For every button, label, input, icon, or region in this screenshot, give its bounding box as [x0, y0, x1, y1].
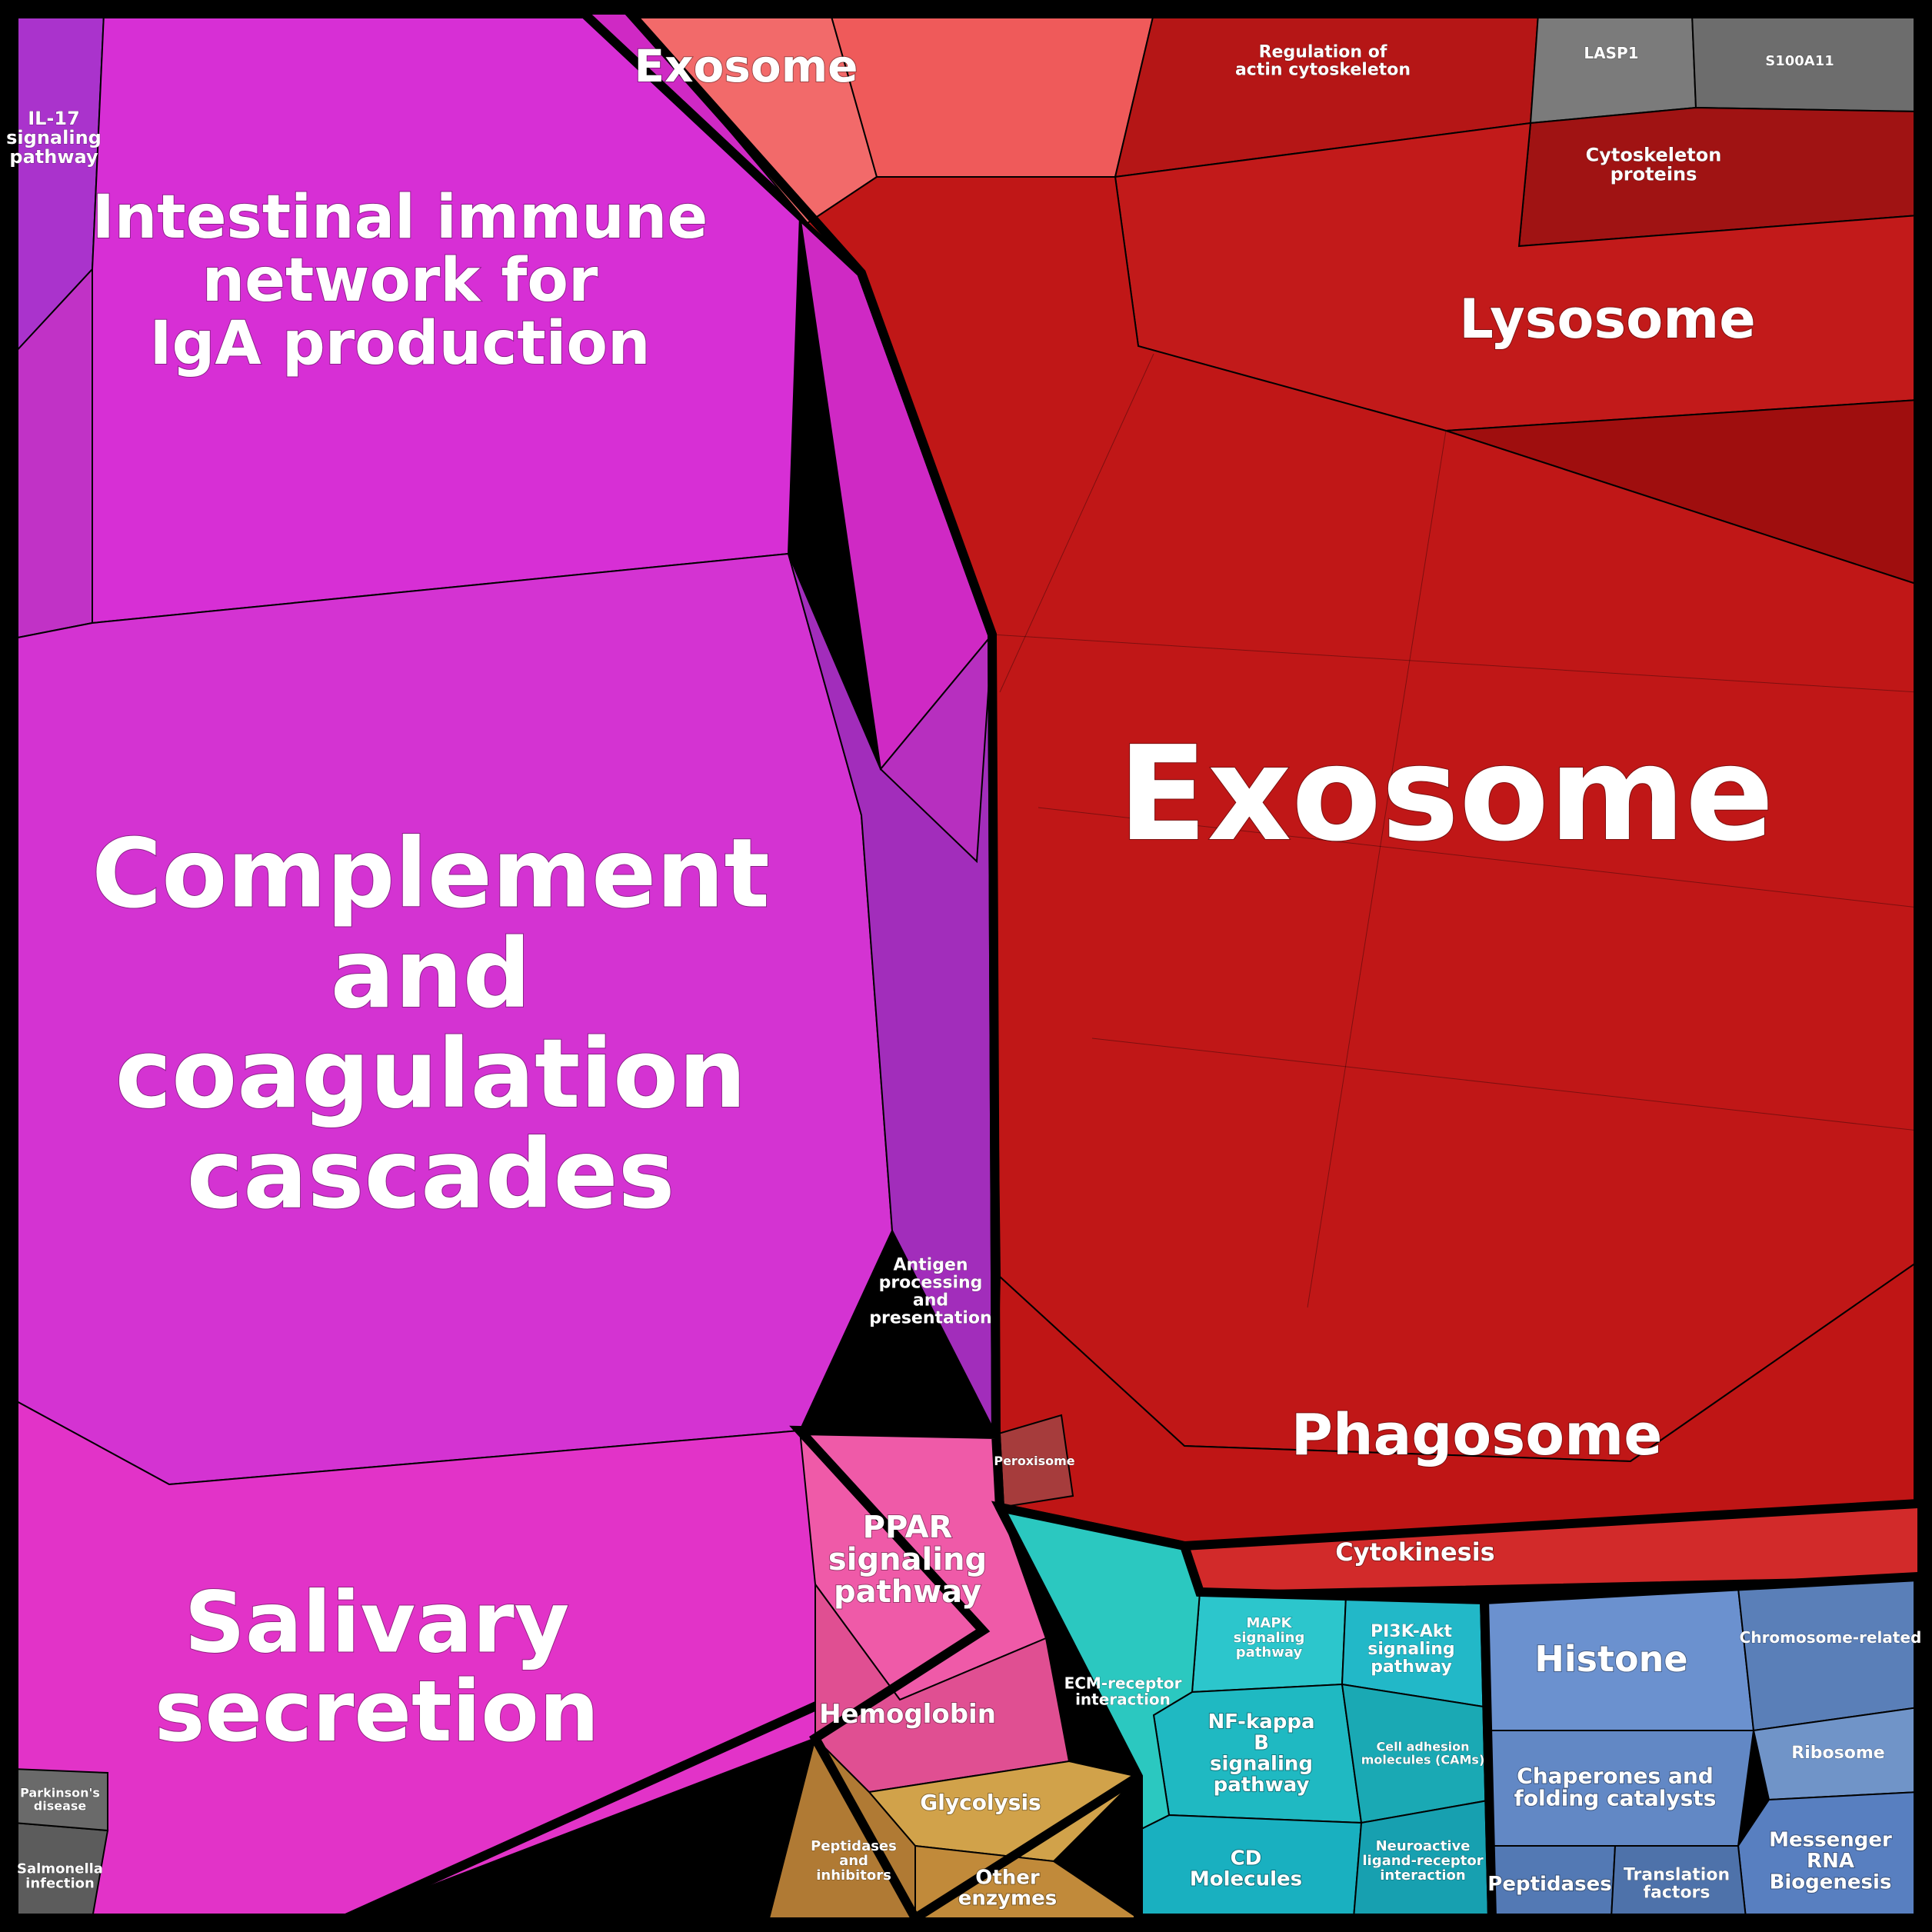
voronoi-treemap: IL-17signalingpathwayIntestinal immunene… — [0, 0, 1932, 1932]
cell-label: Chaperones andfolding catalysts — [1514, 1763, 1717, 1810]
cell-label: Salivarysecretion — [155, 1574, 599, 1761]
cell-label: Glycolysis — [920, 1790, 1041, 1815]
treemap-cell — [831, 14, 1154, 177]
cell-label: Neuroactiveligand-receptorinteraction — [1362, 1838, 1483, 1884]
treemap-cell — [1531, 14, 1696, 123]
cell-label: Hemoglobin — [819, 1699, 996, 1730]
cell-label: S100A11 — [1765, 53, 1834, 69]
cell-label: Peroxisome — [994, 1454, 1074, 1468]
cell-label: PI3K-Aktsignalingpathway — [1367, 1622, 1454, 1677]
cell-label: Cytokinesis — [1335, 1537, 1494, 1567]
cell-label: Exosome — [634, 40, 858, 92]
cell-label: Ribosome — [1791, 1744, 1884, 1763]
cell-label: Lysosome — [1459, 288, 1755, 351]
cell-label: Salmonellainfection — [17, 1861, 103, 1892]
cell-label: Regulation ofactin cytoskeleton — [1235, 42, 1411, 79]
cell-label: Cell adhesionmolecules (CAMs) — [1361, 1739, 1485, 1767]
cell-label: Complementandcoagulationcascades — [92, 819, 770, 1231]
cell-label: Exosome — [1118, 718, 1774, 871]
cell-label: NF-kappaBsignalingpathway — [1208, 1710, 1314, 1797]
cell-label: Peptidases — [1487, 1873, 1611, 1896]
cell-label: Histone — [1534, 1638, 1687, 1680]
cell-label: Phagosome — [1291, 1402, 1663, 1468]
cell-label: ECM-receptorinteraction — [1064, 1674, 1182, 1708]
cell-label: LASP1 — [1584, 44, 1638, 62]
cell-label: Chromosome-related — [1740, 1628, 1922, 1647]
treemap-cell — [1738, 1577, 1918, 1730]
